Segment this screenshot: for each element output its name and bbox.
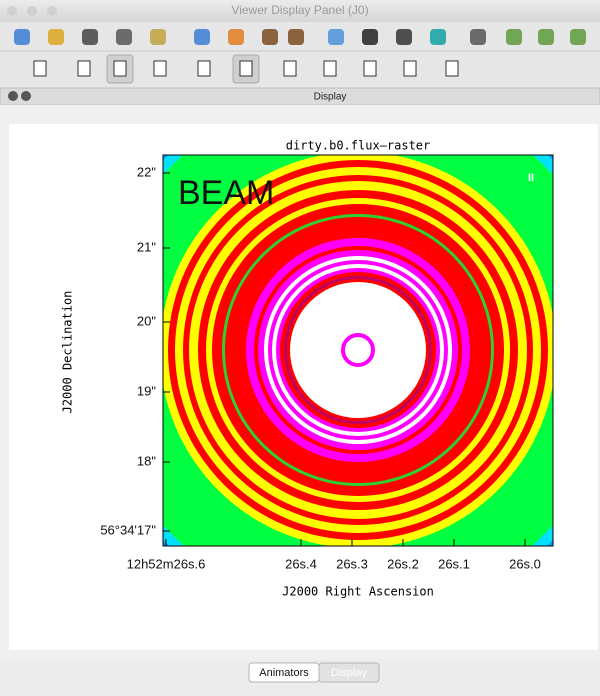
panel-title: Display — [314, 92, 347, 103]
viewer-window: Viewer Display Panel (J0) Display dirty.… — [0, 0, 600, 696]
x-axis-label: J2000 Right Ascension — [282, 585, 434, 599]
y-tick-label: 56°34'17" — [100, 522, 156, 537]
panel-close[interactable] — [8, 91, 18, 101]
toolbar-icon — [194, 29, 210, 45]
toolbar-icon — [150, 29, 166, 45]
y-tick-label: 18" — [137, 453, 156, 468]
x-tick-label: 26s.2 — [387, 556, 419, 571]
page: Viewer Display Panel (J0) Display dirty.… — [0, 0, 600, 696]
toolbar-icon — [328, 29, 344, 45]
y-tick-label: 22" — [137, 164, 156, 179]
mouse-tool-icon — [446, 61, 458, 76]
toolbar-icon — [396, 29, 412, 45]
beam-label: BEAM — [178, 174, 274, 212]
zoom-button[interactable] — [47, 6, 57, 16]
mouse-tool-icon — [154, 61, 166, 76]
mouse-tool-icon — [114, 61, 126, 76]
x-tick-label: 26s.1 — [438, 556, 470, 571]
tab-label: Display — [331, 667, 368, 679]
window-title: Viewer Display Panel (J0) — [231, 3, 368, 17]
x-tick-label: 26s.0 — [509, 556, 541, 571]
mouse-tool-icon — [364, 61, 376, 76]
mouse-tool-icon — [34, 61, 46, 76]
toolbar-icon — [362, 29, 378, 45]
y-axis-label: J2000 Declination — [61, 291, 75, 414]
panel-header — [0, 88, 600, 105]
toolbar-icon — [262, 29, 278, 45]
minimize-button[interactable] — [27, 6, 37, 16]
mouse-tool-icon — [284, 61, 296, 76]
toolbar-icon — [430, 29, 446, 45]
toolbar-icon — [14, 29, 30, 45]
x-tick-label: 26s.4 — [285, 556, 317, 571]
y-tick-label: 21" — [137, 239, 156, 254]
x-tick-label: 12h52m26s.6 — [127, 556, 206, 571]
toolbar-icon — [82, 29, 98, 45]
toolbar-icon — [470, 29, 486, 45]
x-tick-label: 26s.3 — [336, 556, 368, 571]
marker-label: II — [528, 172, 534, 184]
mouse-tool-icon — [324, 61, 336, 76]
plot-title: dirty.b0.flux—raster — [286, 139, 431, 153]
toolbar-icon — [538, 29, 554, 45]
y-tick-label: 20" — [137, 313, 156, 328]
mouse-tool-icon — [240, 61, 252, 76]
y-tick-label: 19" — [137, 383, 156, 398]
toolbar-icon — [570, 29, 586, 45]
toolbar-icon — [288, 29, 304, 45]
toolbar-icon — [228, 29, 244, 45]
toolbar-icon — [48, 29, 64, 45]
panel-float[interactable] — [21, 91, 31, 101]
raster-ring — [290, 282, 426, 418]
tab-label: Animators — [259, 667, 309, 679]
mouse-tool-icon — [78, 61, 90, 76]
mouse-tool-icon — [198, 61, 210, 76]
close-button[interactable] — [7, 6, 17, 16]
toolbar-icon — [116, 29, 132, 45]
toolbar-icon — [506, 29, 522, 45]
mouse-tool-icon — [404, 61, 416, 76]
